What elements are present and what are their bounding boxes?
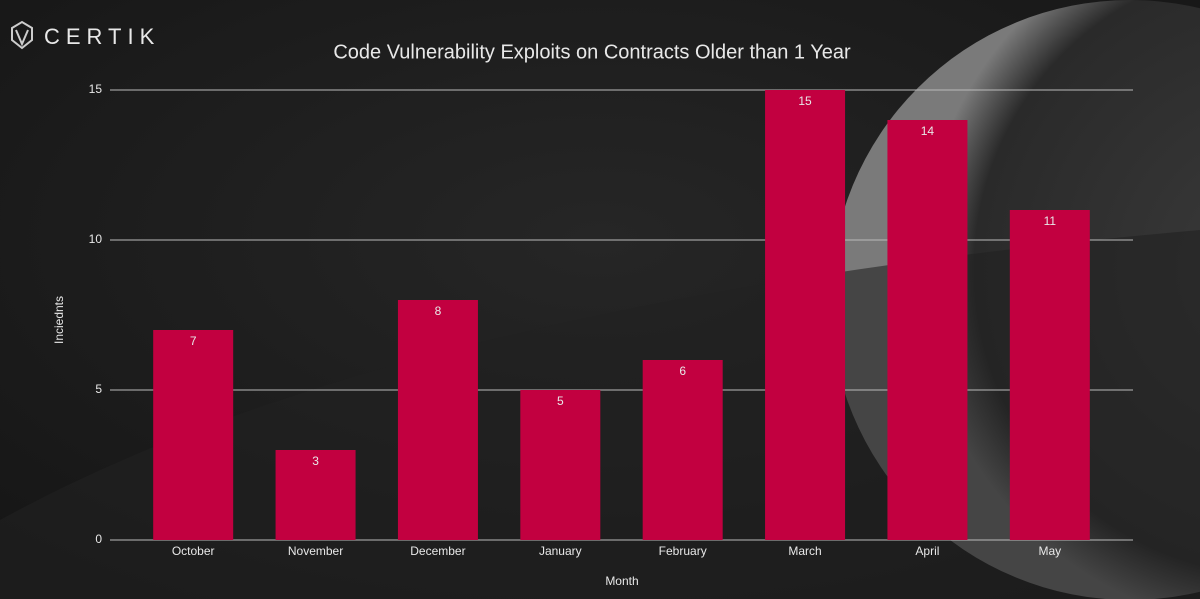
- y-tick-label: 0: [95, 532, 102, 546]
- x-tick-label: December: [410, 544, 465, 558]
- data-label: 6: [679, 364, 686, 378]
- logo-text: CERTIK: [44, 24, 160, 49]
- data-label: 11: [1044, 214, 1057, 228]
- data-label: 14: [921, 124, 935, 138]
- bar: [765, 90, 846, 540]
- x-tick-label: February: [659, 544, 707, 558]
- bar: [275, 450, 356, 540]
- bar: [642, 360, 723, 540]
- bar: [397, 300, 478, 540]
- data-label: 8: [435, 304, 442, 318]
- logo: CERTIK: [11, 20, 160, 50]
- y-axis-label: Inciednts: [52, 296, 66, 344]
- data-label: 7: [190, 334, 197, 348]
- data-label: 5: [557, 394, 564, 408]
- x-tick-label: April: [915, 544, 939, 558]
- bar: [887, 120, 968, 540]
- x-tick-label: May: [1038, 544, 1061, 558]
- x-tick-label: October: [172, 544, 215, 558]
- x-tick-label: March: [788, 544, 821, 558]
- y-tick-label: 15: [89, 82, 103, 96]
- bar: [153, 330, 234, 540]
- y-tick-label: 10: [89, 232, 103, 246]
- data-label: 3: [312, 454, 319, 468]
- x-tick-label: January: [539, 544, 582, 558]
- bar: [1009, 210, 1090, 540]
- bar: [520, 390, 601, 540]
- logo-icon: [11, 20, 33, 50]
- x-tick-label: November: [288, 544, 343, 558]
- x-axis-label: Month: [605, 574, 638, 588]
- chart-title: Code Vulnerability Exploits on Contracts…: [333, 41, 851, 63]
- y-tick-label: 5: [95, 382, 102, 396]
- data-label: 15: [798, 94, 812, 108]
